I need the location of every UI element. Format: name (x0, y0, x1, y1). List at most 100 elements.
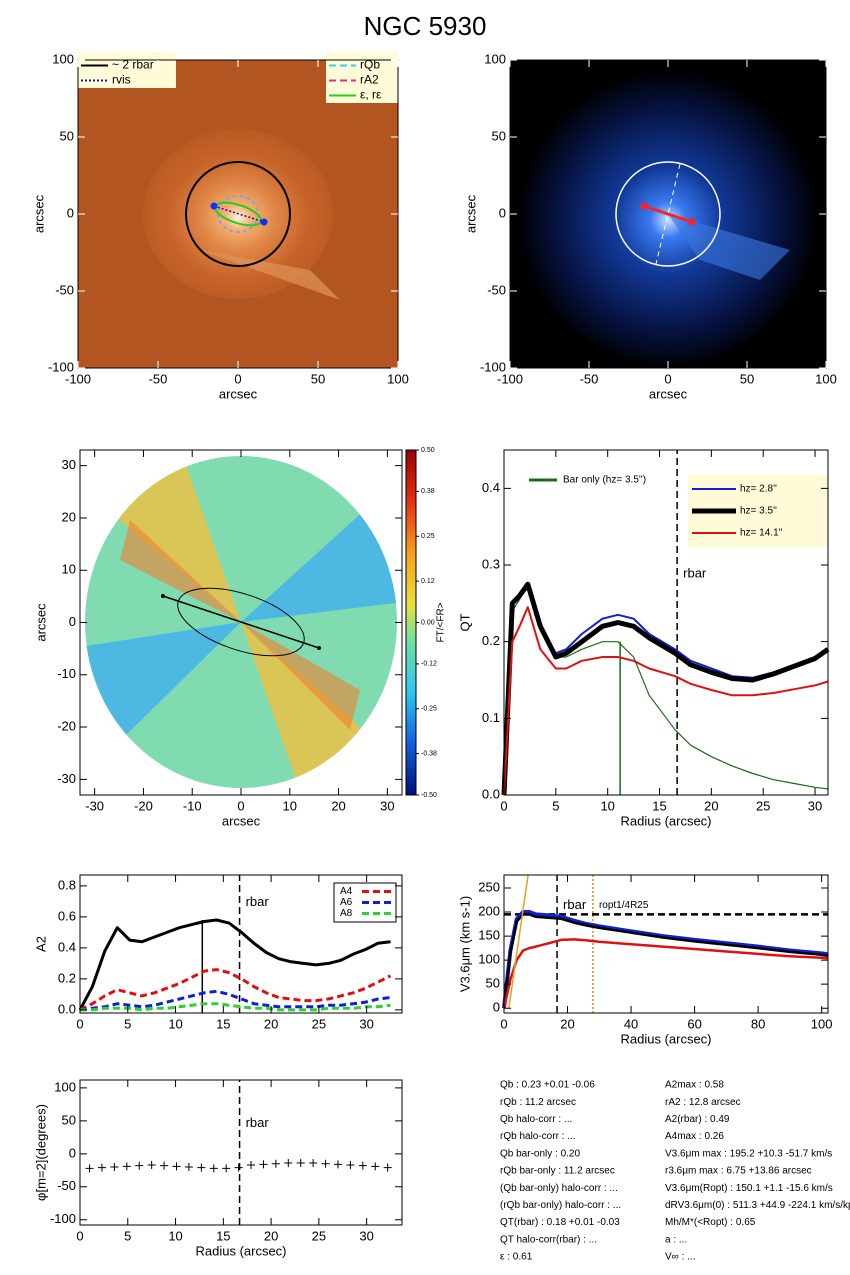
x-tick-label: 5 (552, 798, 559, 813)
x-tick-label: 30 (359, 1016, 373, 1031)
legend-label: rvis (112, 73, 131, 87)
x-tick-label: 30 (380, 798, 394, 813)
axes-frame (503, 874, 829, 1014)
x-tick-label: 0 (76, 1016, 83, 1031)
x-tick-label: 20 (331, 798, 345, 813)
x-axis-label: arcsec (219, 386, 258, 401)
y-tick-label: 0 (499, 205, 506, 220)
x-tick-label: -50 (149, 371, 168, 386)
colorbar-tick-label: 0.00 (421, 619, 435, 626)
series-line (502, 913, 829, 1009)
x-tick-label: 0 (76, 1228, 83, 1243)
parameter-line: (rQb bar-only) halo-corr : ... (500, 1200, 621, 1211)
x-tick-label: 25 (312, 1016, 326, 1031)
parameter-line: QT halo-corr(rbar) : ... (500, 1234, 597, 1245)
y-tick-label: 20 (62, 509, 76, 524)
colorbar-tick-label: -0.25 (421, 706, 437, 713)
y-tick-label: 0.4 (482, 480, 500, 495)
x-tick-label: -30 (85, 798, 104, 813)
x-tick-label: -20 (134, 798, 153, 813)
axes-frame (503, 449, 829, 796)
x-tick-label: 0 (234, 371, 241, 386)
x-axis-label: Radius (arcsec) (620, 1031, 711, 1046)
y-tick-label: 50 (62, 1112, 76, 1127)
x-tick-label: -100 (65, 371, 91, 386)
parameter-line: ε : 0.61 (500, 1252, 533, 1263)
colorbar-tick-label: 0.38 (421, 488, 435, 495)
y-tick-label: 100 (52, 51, 74, 66)
x-tick-label: 10 (600, 798, 614, 813)
y-tick-label: -50 (55, 282, 74, 297)
x-tick-label: 20 (704, 798, 718, 813)
y-tick-label: 0 (493, 1000, 500, 1015)
parameter-line: Mh/M*(<Ropt) : 0.65 (665, 1217, 756, 1228)
series-line (78, 918, 391, 1011)
legend-label: Bar only (hz= 3.5'') (563, 475, 646, 486)
y-tick-label: 0.6 (58, 908, 76, 923)
legend-box (78, 52, 176, 88)
y-tick-label: -50 (57, 1178, 76, 1193)
point (172, 1162, 181, 1171)
colorbar (405, 449, 417, 796)
series-line (508, 874, 529, 1009)
x-tick-label: -50 (580, 371, 599, 386)
y-tick-label: 100 (484, 51, 506, 66)
legend-label: ε, rε (360, 88, 382, 102)
y-tick-label: 0.2 (58, 970, 76, 985)
series-line (501, 581, 830, 796)
y-tick-label: 50 (492, 128, 506, 143)
series-line (502, 910, 829, 1009)
point (371, 1162, 380, 1171)
legend-label: hz= 3.5'' (740, 506, 777, 517)
parameter-line: A4max : 0.26 (665, 1131, 724, 1142)
x-tick-label: 100 (815, 371, 837, 386)
legend-label: A6 (340, 897, 353, 908)
point (271, 1159, 280, 1168)
y-tick-label: 0 (69, 614, 76, 629)
y-tick-label: 30 (62, 457, 76, 472)
parameter-line: (Qb bar-only) halo-corr : ... (500, 1183, 618, 1194)
point (85, 1164, 94, 1173)
y-tick-label: 0 (69, 1145, 76, 1160)
x-tick-label: 25 (312, 1228, 326, 1243)
y-tick-label: 50 (486, 976, 500, 991)
legend-label: A8 (340, 908, 353, 919)
legend-label: hz= 14.1'' (740, 528, 783, 539)
x-tick-label: 100 (811, 1016, 833, 1031)
y-tick-label: 0.0 (58, 1001, 76, 1016)
y-tick-label: 200 (478, 903, 500, 918)
y-tick-label: 0.4 (58, 939, 76, 954)
y-axis-label: arcsec (33, 603, 48, 642)
y-axis-label: A2 (33, 936, 48, 952)
x-tick-label: 0 (237, 798, 244, 813)
axes-frame (79, 874, 403, 1014)
legend-label: hz= 2.8'' (740, 484, 777, 495)
reference-label: rbar (246, 894, 270, 909)
y-tick-label: 250 (478, 879, 500, 894)
colorbar-tick-label: 0.50 (421, 447, 435, 454)
galaxy-image-orange (78, 60, 398, 368)
point (358, 1161, 367, 1170)
point (284, 1159, 293, 1168)
series-line (503, 583, 829, 796)
y-axis-label: QT (457, 613, 472, 631)
x-axis-label: Radius (arcsec) (620, 813, 711, 828)
point (97, 1163, 106, 1172)
y-tick-label: 100 (478, 952, 500, 967)
series-line (503, 606, 829, 796)
parameter-line: rQb halo-corr : ... (500, 1131, 576, 1142)
x-tick-label: 15 (652, 798, 666, 813)
point (222, 1164, 231, 1173)
colorbar-tick-label: 0.25 (421, 533, 435, 540)
y-tick-label: -20 (57, 718, 76, 733)
point (259, 1160, 268, 1169)
series-line (79, 989, 391, 1012)
x-tick-label: -10 (183, 798, 202, 813)
legend-label: ~ 2 rbar (112, 58, 154, 72)
point (197, 1163, 206, 1172)
parameter-line: A2(rbar) : 0.49 (665, 1114, 730, 1125)
y-tick-label: 150 (478, 928, 500, 943)
point (309, 1159, 318, 1168)
